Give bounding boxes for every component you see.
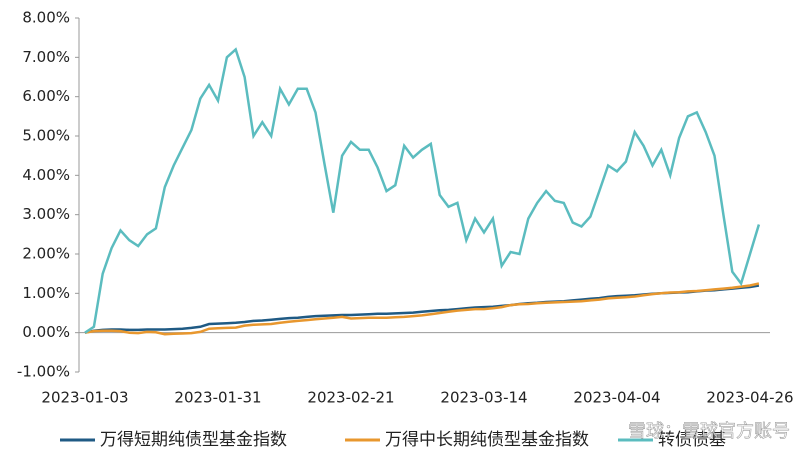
y-tick-label: 5.00% xyxy=(22,127,70,145)
series-line xyxy=(84,282,760,336)
y-tick-label: -1.00% xyxy=(17,363,70,381)
y-tick-label: 3.00% xyxy=(22,205,70,223)
series-line xyxy=(84,47,761,334)
y-tick-label: 8.00% xyxy=(22,9,70,27)
legend-label: 万得短期纯债型基金指数 xyxy=(100,430,287,450)
legend-label: 转债债基 xyxy=(658,430,726,450)
y-tick-label: 0.00% xyxy=(22,323,70,341)
y-tick-label: 4.00% xyxy=(22,166,70,184)
y-tick-label: 1.00% xyxy=(22,284,70,302)
x-tick-label: 2023-01-03 xyxy=(41,389,128,407)
legend-label: 万得中长期纯债型基金指数 xyxy=(385,430,589,450)
x-tick-label: 2023-03-14 xyxy=(440,389,527,407)
x-tick-label: 2023-04-26 xyxy=(706,389,793,407)
x-tick-label: 2023-04-04 xyxy=(573,389,660,407)
y-tick-label: 6.00% xyxy=(22,87,70,105)
y-tick-label: 7.00% xyxy=(22,48,70,66)
x-tick-label: 2023-02-21 xyxy=(307,389,394,407)
x-tick-label: 2023-01-31 xyxy=(174,389,261,407)
watermark: 雪球：雪球官方账号 xyxy=(628,421,790,442)
y-tick-label: 2.00% xyxy=(22,245,70,263)
